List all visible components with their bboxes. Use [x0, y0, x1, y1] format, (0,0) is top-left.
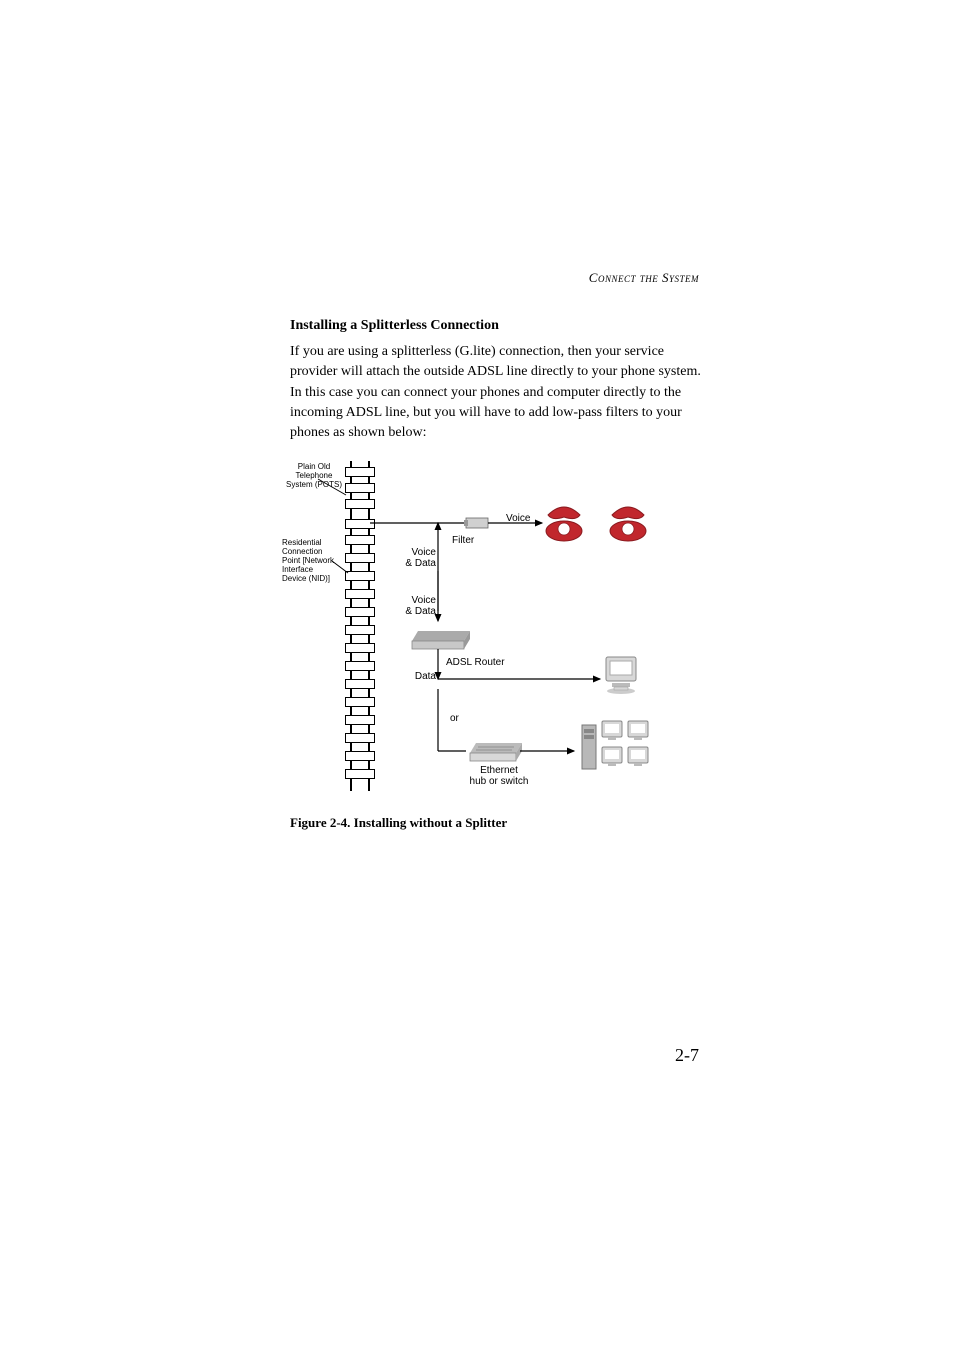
label-pots: Plain OldTelephoneSystem (POTS): [286, 463, 342, 489]
body-paragraph: If you are using a splitterless (G.lite)…: [290, 342, 704, 443]
label-filter: Filter: [452, 535, 474, 546]
label-ethernet: Ethernethub or switch: [464, 765, 534, 787]
section-heading: Installing a Splitterless Connection: [290, 318, 704, 334]
label-voice-data-2: Voice& Data: [398, 595, 436, 617]
label-nid: ResidentialConnectionPoint [NetworkInter…: [282, 539, 338, 583]
label-voice: Voice: [506, 513, 530, 524]
label-data: Data: [406, 671, 436, 682]
label-voice-data-1: Voice& Data: [398, 547, 436, 569]
diagram-overlay: [290, 461, 710, 801]
label-or: or: [450, 713, 459, 724]
figure-caption: Figure 2-4. Installing without a Splitte…: [290, 815, 704, 831]
label-adsl-router: ADSL Router: [446, 657, 505, 668]
page-number: 2-7: [675, 1045, 699, 1066]
figure-diagram: Plain OldTelephoneSystem (POTS) Resident…: [290, 461, 710, 801]
